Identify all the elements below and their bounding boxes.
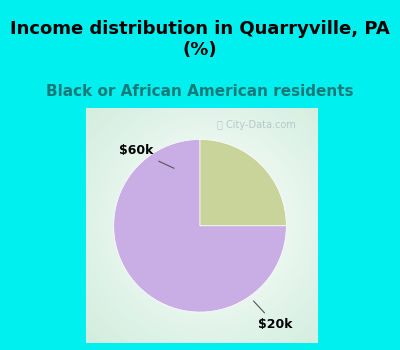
Wedge shape xyxy=(114,139,286,312)
Text: Black or African American residents: Black or African American residents xyxy=(46,84,354,99)
Text: Income distribution in Quarryville, PA
(%): Income distribution in Quarryville, PA (… xyxy=(10,20,390,59)
Wedge shape xyxy=(200,139,286,226)
Text: $20k: $20k xyxy=(254,301,292,331)
Text: $60k: $60k xyxy=(119,144,174,168)
Text: ⓘ City-Data.com: ⓘ City-Data.com xyxy=(217,120,296,130)
